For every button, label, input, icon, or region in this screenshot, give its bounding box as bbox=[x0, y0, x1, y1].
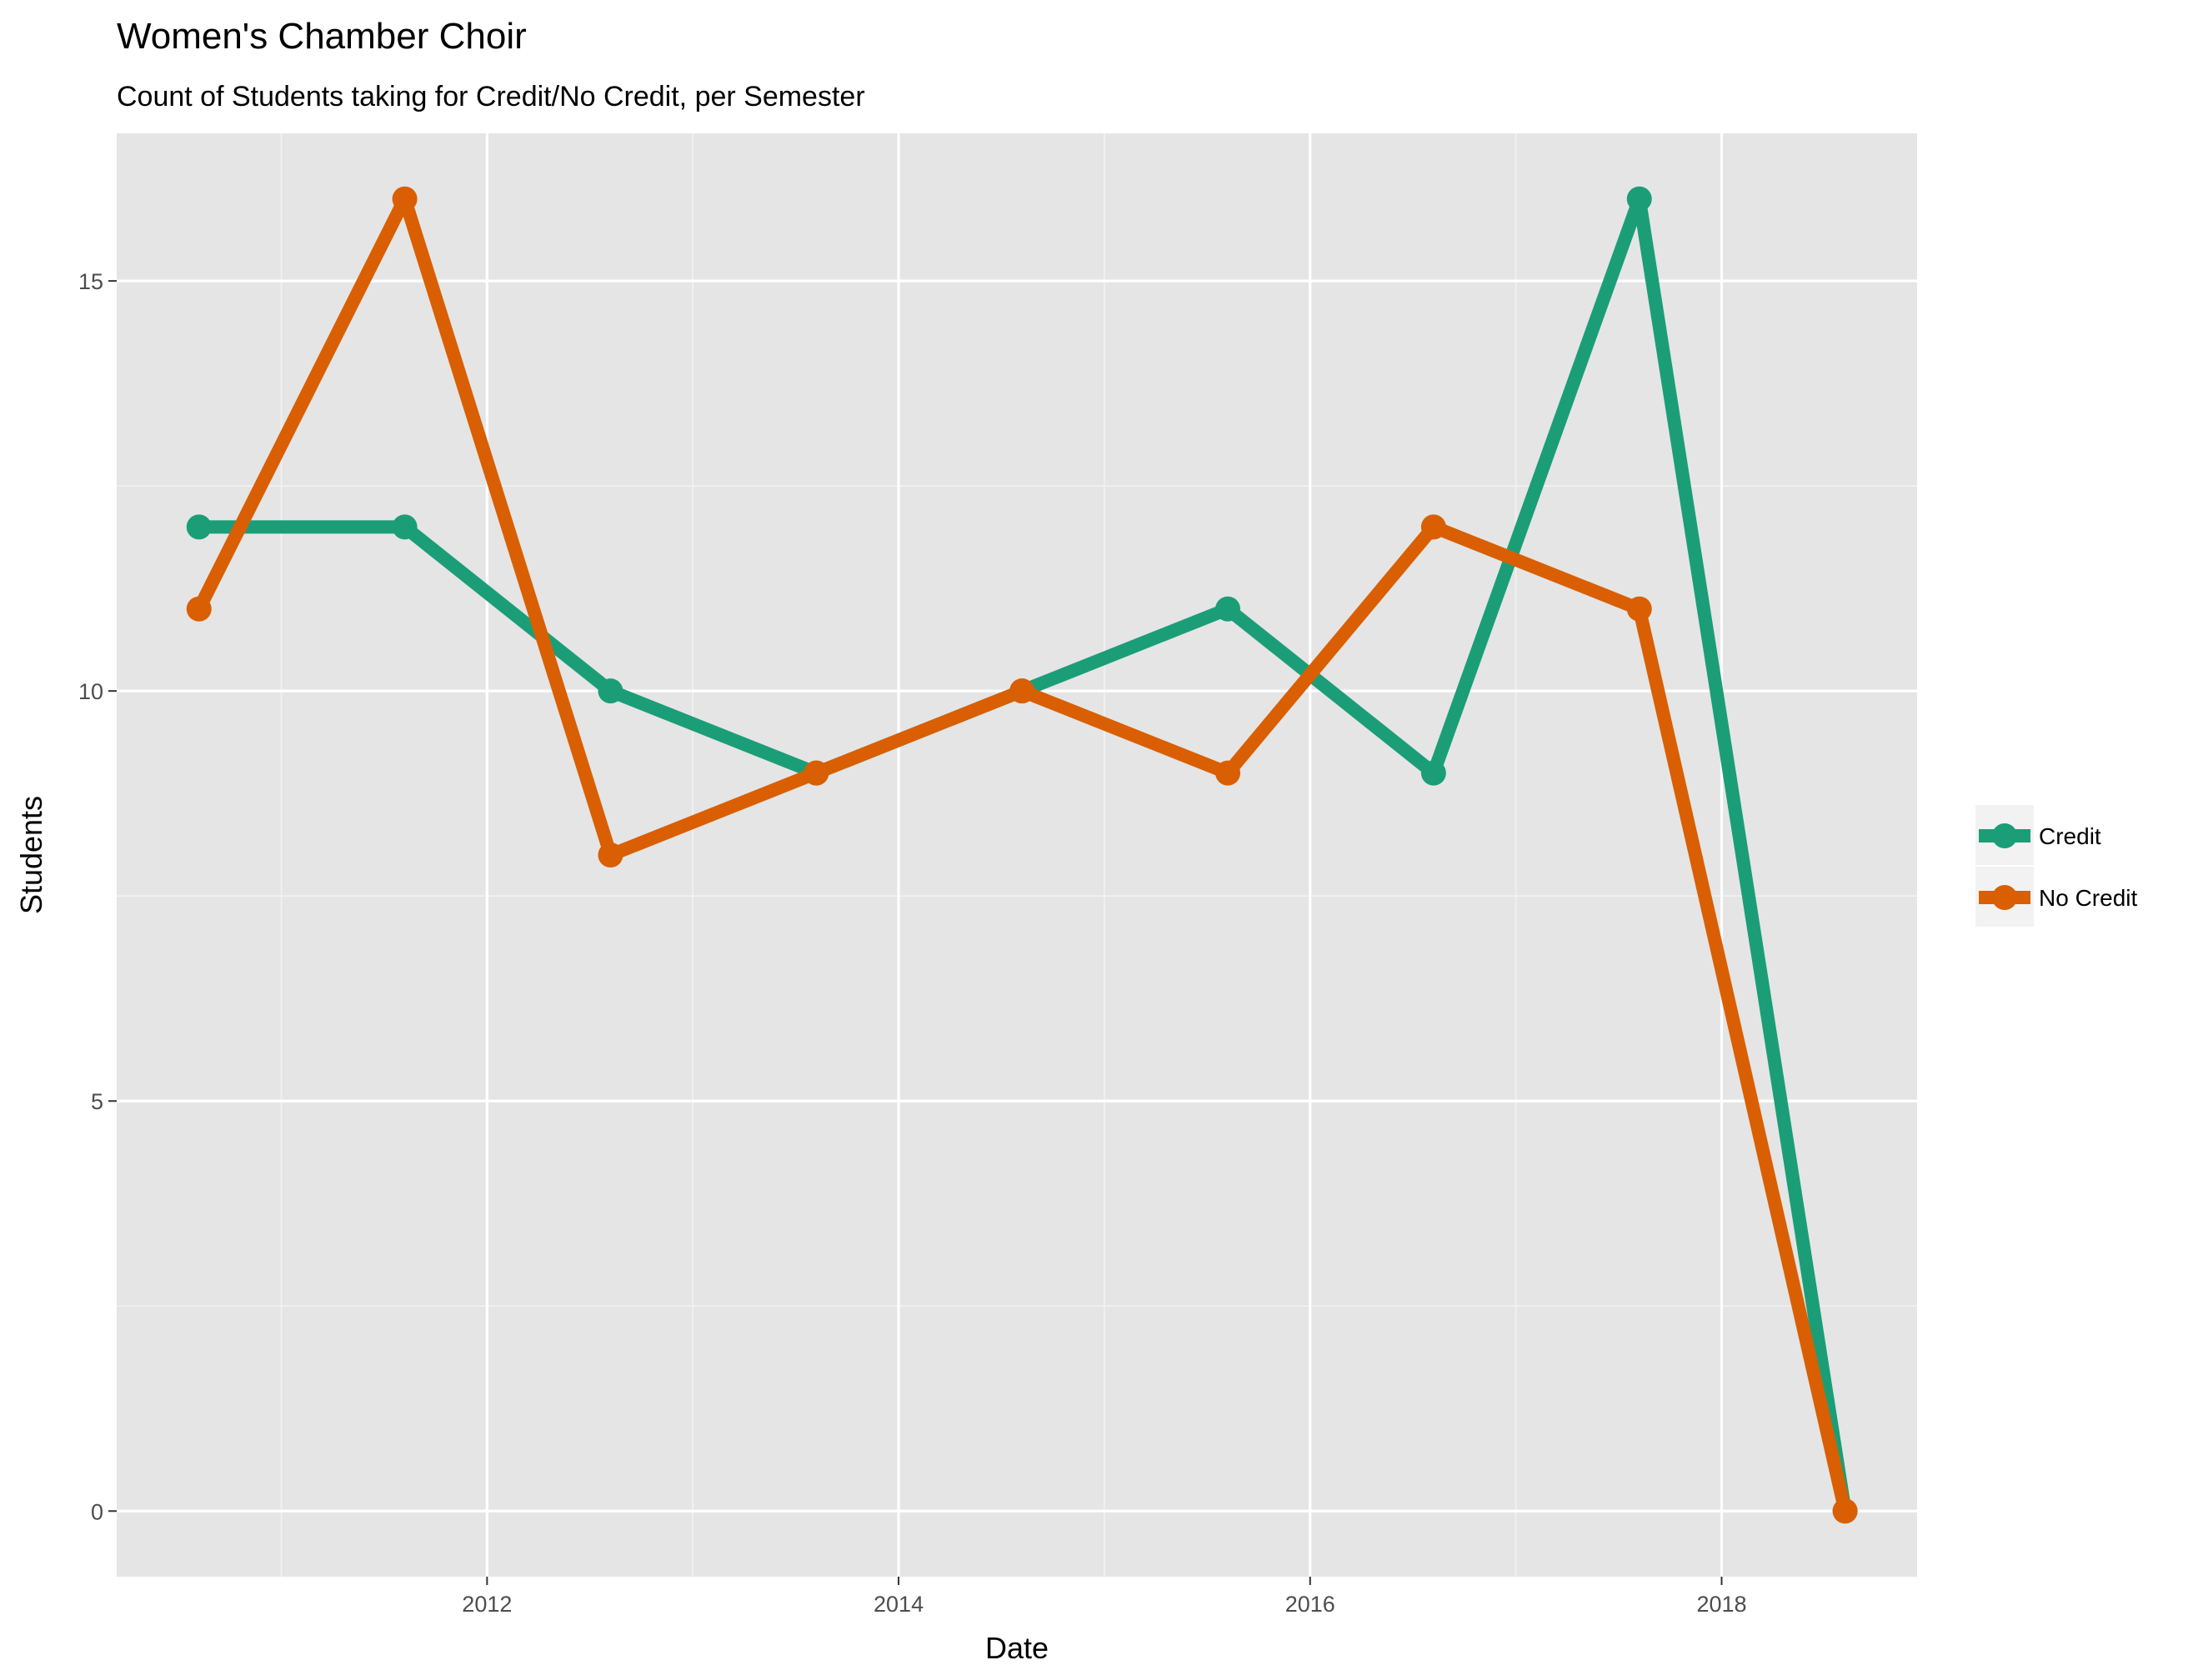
data-point-credit bbox=[1215, 596, 1241, 622]
y-tick-label: 0 bbox=[91, 1499, 103, 1524]
y-tick-label: 15 bbox=[78, 269, 103, 294]
data-point-no-credit bbox=[598, 842, 623, 868]
legend-label-no-credit: No Credit bbox=[2039, 885, 2137, 911]
data-point-no-credit bbox=[1832, 1498, 1858, 1524]
data-point-credit bbox=[186, 514, 212, 540]
data-point-no-credit bbox=[1215, 760, 1241, 786]
data-point-no-credit bbox=[1009, 678, 1035, 704]
data-point-credit bbox=[1420, 760, 1446, 786]
x-tick-label: 2018 bbox=[1696, 1592, 1746, 1617]
y-tick-label: 5 bbox=[91, 1089, 103, 1114]
data-point-no-credit bbox=[392, 186, 418, 212]
y-axis: 0 5 10 15 bbox=[78, 269, 117, 1524]
x-tick-label: 2012 bbox=[462, 1592, 512, 1617]
minor-gridlines bbox=[117, 133, 1917, 1577]
data-point-no-credit bbox=[1420, 514, 1446, 540]
x-axis: 2012 2014 2016 2018 bbox=[462, 1577, 1747, 1617]
plot-panel bbox=[117, 133, 1917, 1577]
y-tick-label: 10 bbox=[78, 679, 103, 704]
chart-subtitle: Count of Students taking for Credit/No C… bbox=[117, 81, 865, 112]
data-point-no-credit bbox=[186, 596, 212, 622]
data-point-credit bbox=[1626, 186, 1652, 212]
legend-label-credit: Credit bbox=[2039, 823, 2101, 849]
series-layer bbox=[186, 186, 1858, 1524]
chart-title: Women's Chamber Choir bbox=[117, 16, 527, 57]
x-tick-label: 2016 bbox=[1285, 1592, 1335, 1617]
legend-key-point-no-credit bbox=[1992, 885, 2017, 910]
legend-key-point-credit bbox=[1992, 823, 2017, 848]
data-point-credit bbox=[598, 678, 623, 704]
data-point-no-credit bbox=[1626, 596, 1652, 622]
x-axis-title: Date bbox=[985, 1631, 1049, 1665]
x-tick-label: 2014 bbox=[874, 1592, 924, 1617]
y-axis-title: Students bbox=[14, 796, 48, 914]
legend: Credit No Credit bbox=[1975, 805, 2137, 927]
data-point-credit bbox=[392, 514, 418, 540]
data-point-no-credit bbox=[804, 760, 829, 786]
